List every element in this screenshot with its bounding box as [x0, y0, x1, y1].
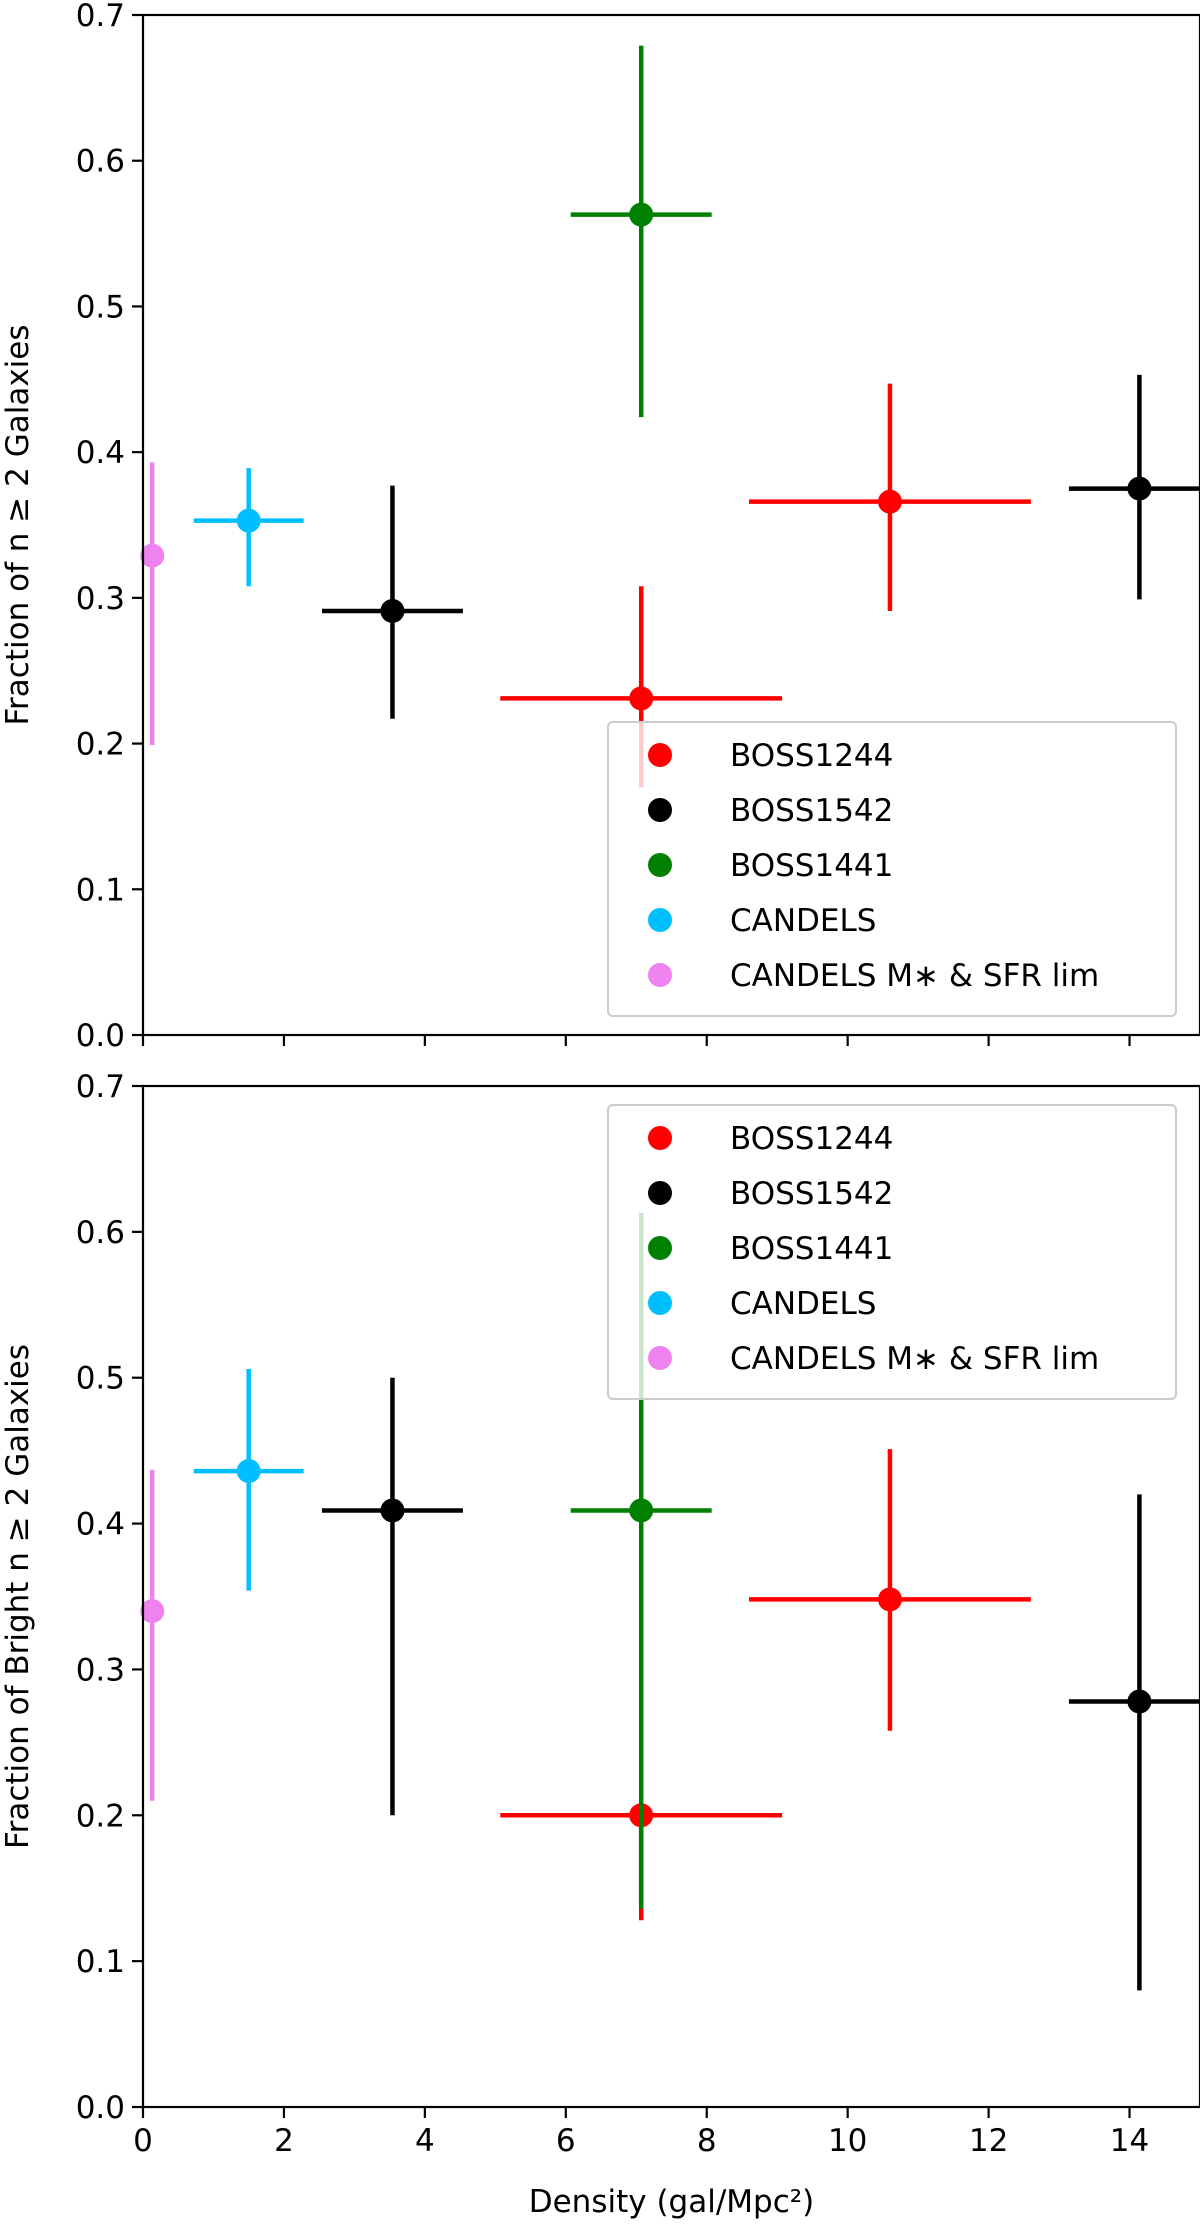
y-tick-label: 0.2 — [76, 1798, 125, 1834]
legend-marker — [648, 1126, 672, 1150]
legend-label: CANDELS M∗ & SFR lim — [730, 1341, 1099, 1377]
y-tick-label: 0.4 — [76, 435, 125, 471]
data-point — [877, 1587, 902, 1612]
y-tick-label: 0.7 — [76, 1069, 125, 1105]
legend-marker — [648, 1346, 672, 1370]
plot-frame — [141, 13, 1200, 1037]
data-point — [1127, 1689, 1152, 1714]
x-tick-label: 12 — [969, 2123, 1008, 2159]
y-tick-label: 0.3 — [76, 581, 125, 617]
x-tick-label: 14 — [1110, 2123, 1149, 2159]
data-point — [1127, 476, 1152, 501]
legend: BOSS1244 BOSS1542 BOSS1441 CANDELS CANDELS M… — [607, 1104, 1177, 1400]
legend-label: BOSS1542 — [730, 793, 893, 829]
y-tick-label: 0.4 — [76, 1507, 125, 1543]
y-tick-label: 0.5 — [76, 1361, 125, 1397]
legend-marker — [648, 1236, 672, 1260]
legend-label: BOSS1244 — [730, 738, 893, 774]
data-point — [380, 598, 405, 623]
y-tick-label: 0.6 — [76, 144, 125, 180]
legend-marker — [648, 963, 672, 987]
data-point — [236, 1459, 261, 1484]
legend-marker — [648, 1181, 672, 1205]
top-panel: 0.0 0.1 0.2 0.3 0.4 0.5 0.6 0.7 Fraction of n ≥ … — [0, 0, 1200, 1054]
data-point — [380, 1498, 405, 1523]
legend-marker — [648, 798, 672, 822]
legend-label: CANDELS — [730, 903, 876, 939]
legend-marker — [648, 1291, 672, 1315]
legend-box — [607, 721, 1177, 1017]
x-tick-label: 10 — [828, 2123, 867, 2159]
legend-label: BOSS1441 — [730, 1231, 893, 1267]
x-tick-label: 0 — [133, 2123, 153, 2159]
y-axis-label: Fraction of Bright n ≥ 2 Galaxies — [0, 1344, 36, 1849]
y-tick-label: 0.1 — [76, 872, 125, 908]
x-tick-label: 8 — [697, 2123, 717, 2159]
y-tick-label: 0.2 — [76, 727, 125, 763]
y-tick-label: 0.7 — [76, 0, 125, 34]
y-tick-label: 0.0 — [76, 1018, 125, 1054]
x-tick-label: 2 — [274, 2123, 294, 2159]
x-axis-label: Density (gal/Mpc²) — [529, 2184, 815, 2220]
legend-marker — [648, 908, 672, 932]
legend-label: CANDELS — [730, 1286, 876, 1322]
data-point — [629, 686, 654, 711]
y-axis-label: Fraction of n ≥ 2 Galaxies — [0, 324, 36, 725]
y-tick-label: 0.3 — [76, 1652, 125, 1688]
x-tick-label: 6 — [556, 2123, 576, 2159]
data-point — [877, 489, 902, 514]
legend-marker — [648, 743, 672, 767]
y-tick-label: 0.1 — [76, 1944, 125, 1980]
legend-label: CANDELS M∗ & SFR lim — [730, 958, 1099, 994]
data-point — [629, 1498, 654, 1523]
legend-label: BOSS1441 — [730, 848, 893, 884]
legend: BOSS1244 BOSS1542 BOSS1441 CANDELS CANDELS M… — [607, 721, 1177, 1017]
x-tick-label: 4 — [415, 2123, 435, 2159]
data-point — [629, 202, 654, 227]
plot-frame — [141, 1084, 1200, 2109]
legend-box — [607, 1104, 1177, 1400]
y-tick-label: 0.6 — [76, 1215, 125, 1251]
y-tick-label: 0.5 — [76, 289, 125, 325]
data-point — [140, 1599, 165, 1624]
y-tick-label: 0.0 — [76, 2090, 125, 2126]
bottom-panel: 0.0 0.1 0.2 0.3 0.4 0.5 0.6 0.7 0 2 4 6 8 10 12 14 Fract… — [0, 1069, 1200, 2220]
data-point — [140, 543, 165, 568]
legend-label: BOSS1244 — [730, 1121, 893, 1157]
data-point — [236, 508, 261, 533]
legend-label: BOSS1542 — [730, 1176, 893, 1212]
legend-marker — [648, 853, 672, 877]
